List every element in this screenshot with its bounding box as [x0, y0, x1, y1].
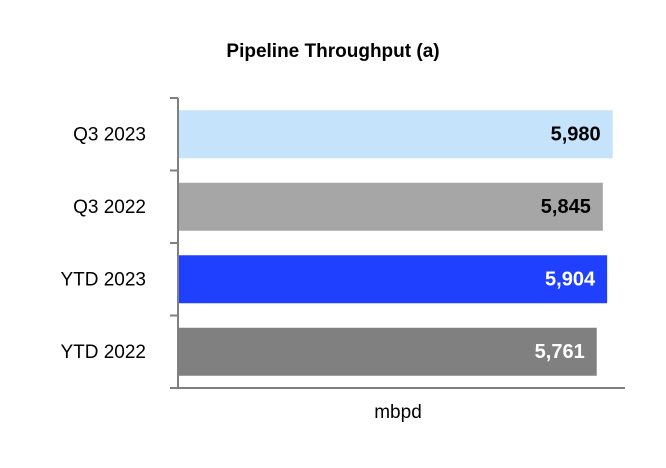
x-axis-label: mbpd: [374, 402, 422, 423]
chart-title: Pipeline Throughput (a): [226, 41, 439, 62]
y-tick-label: Q3 2023: [73, 124, 146, 145]
bar: [178, 182, 603, 231]
bar: [178, 327, 597, 376]
bar: [178, 255, 608, 304]
bar: [178, 110, 613, 159]
value-label: 5,980: [551, 124, 601, 146]
y-tick-label: YTD 2023: [60, 269, 146, 290]
y-tick-label: YTD 2022: [60, 342, 146, 363]
value-label: 5,761: [535, 341, 585, 363]
y-tick-label: Q3 2022: [73, 197, 146, 218]
value-label: 5,845: [541, 196, 591, 218]
value-label: 5,904: [545, 269, 596, 291]
